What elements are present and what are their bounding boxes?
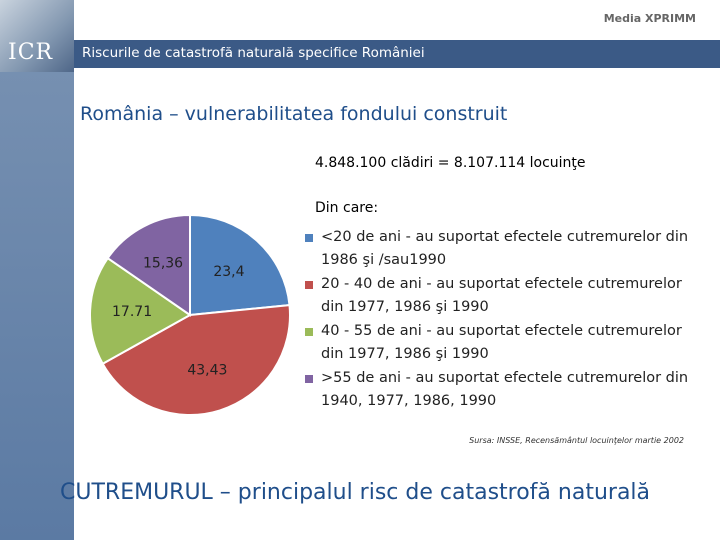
legend-swatch — [305, 375, 313, 383]
legend-label: <20 de ani - au suportat efectele cutrem… — [321, 229, 689, 268]
pie-slice — [89, 256, 192, 366]
legend-item: >55 de ani - au suportat efectele cutrem… — [305, 367, 695, 413]
legend-label: 20 - 40 de ani - au suportat efectele cu… — [321, 276, 682, 315]
title-bar — [74, 40, 720, 68]
legend: <20 de ani - au suportat efectele cutrem… — [305, 226, 695, 414]
legend-item: 40 - 55 de ani - au suportat efectele cu… — [305, 320, 695, 366]
pie-slice — [106, 213, 191, 317]
side-panel — [0, 0, 74, 540]
summary: 4.848.100 clădiri = 8.107.114 locuinţe — [315, 155, 586, 171]
data-label: 23,4 — [213, 264, 244, 280]
legend-swatch — [305, 281, 313, 289]
data-label: 17.71 — [112, 304, 152, 320]
slide-title: Riscurile de catastrofă naturală specifi… — [82, 45, 425, 61]
brand: Media XPRIMM — [603, 12, 696, 25]
pie-slice — [101, 304, 291, 416]
pie-slice — [189, 213, 291, 317]
legend-swatch — [305, 328, 313, 336]
header-photo — [0, 0, 74, 72]
data-label: 15,36 — [143, 256, 183, 272]
heading: România – vulnerabilitatea fondului cons… — [80, 103, 508, 125]
data-label: 43,43 — [187, 362, 227, 378]
footer: CUTREMURUL – principalul risc de catastr… — [60, 480, 651, 505]
legend-label: >55 de ani - au suportat efectele cutrem… — [321, 370, 689, 409]
source: Sursa: INSSE, Recensământul locuinţelor … — [469, 436, 684, 445]
logo: ICR — [8, 40, 54, 65]
legend-title: Din care: — [315, 200, 379, 216]
legend-swatch — [305, 234, 313, 242]
legend-item: 20 - 40 de ani - au suportat efectele cu… — [305, 273, 695, 319]
legend-item: <20 de ani - au suportat efectele cutrem… — [305, 226, 695, 272]
legend-label: 40 - 55 de ani - au suportat efectele cu… — [321, 323, 682, 362]
